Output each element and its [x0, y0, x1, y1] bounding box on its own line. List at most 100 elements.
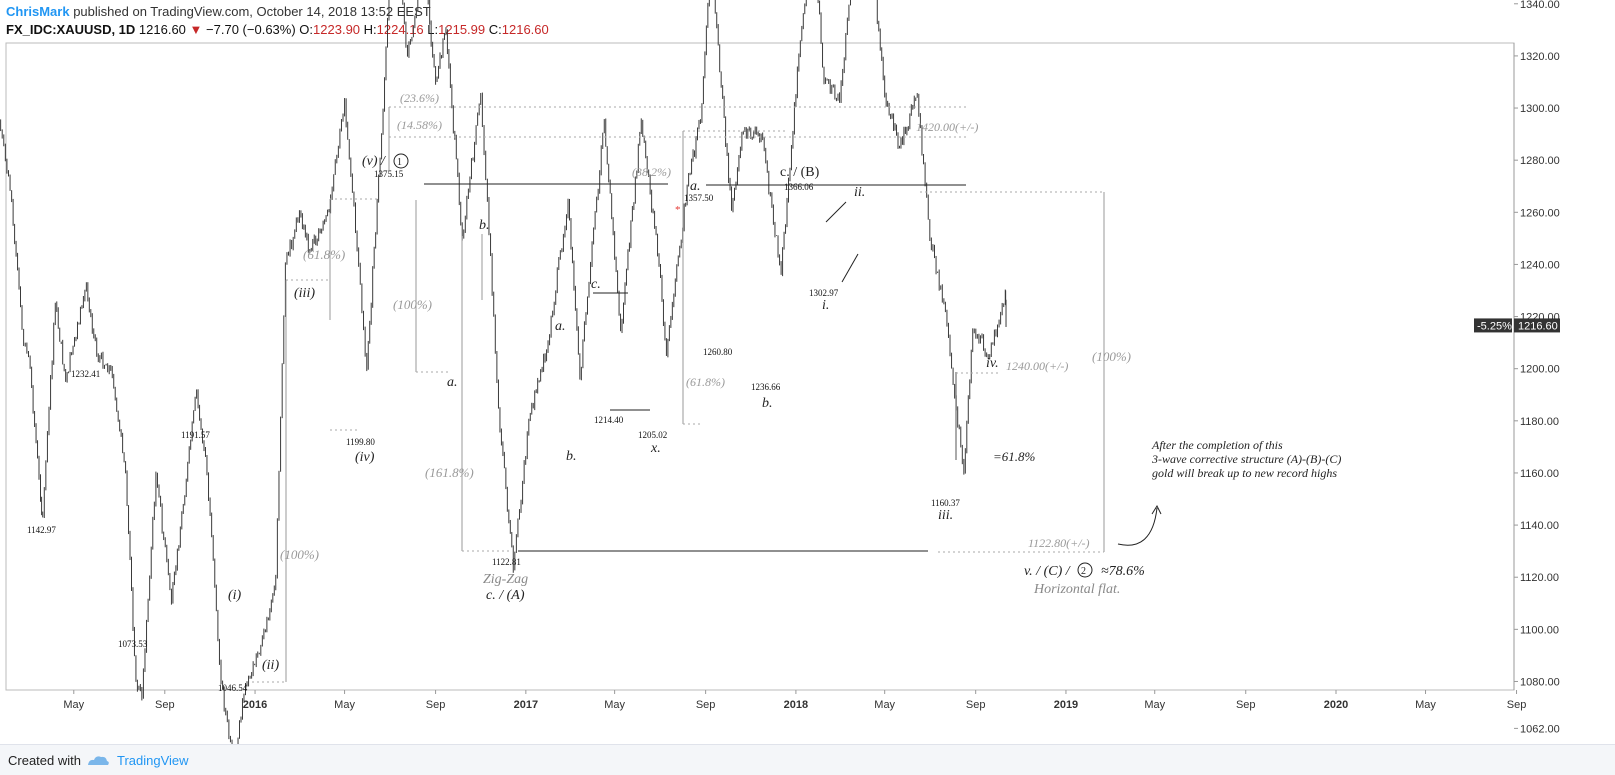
fib-label-382: (38.2%) — [632, 165, 671, 179]
wave-label-iii: (iii) — [294, 286, 315, 301]
author-link[interactable]: ChrisMark — [6, 4, 70, 19]
footer-bar: Created with TradingView — [0, 744, 1615, 775]
price-label: 1160.37 — [931, 498, 960, 508]
down-arrow-icon: ▼ — [189, 22, 203, 37]
level-label-1122: 1122.80(+/-) — [1028, 536, 1090, 550]
y-tick-label: 1260.00 — [1520, 207, 1560, 219]
x-tick-label: 2017 — [514, 699, 538, 711]
fib-label-618-left: (61.8%) — [303, 247, 345, 262]
drawing-lines: * — [252, 106, 1162, 683]
wave-label-a2: a. — [555, 319, 566, 334]
wave-label-i-minor: i. — [822, 298, 829, 313]
flat-label: Horizontal flat. — [1033, 582, 1120, 597]
symbol-label[interactable]: FX_IDC:XAUUSD, 1D — [6, 22, 136, 37]
x-tick-label: Sep — [155, 699, 175, 711]
wave-label-786: ≈78.6% — [1101, 564, 1145, 579]
price-axis[interactable]: 1046.001062.001080.001100.001120.001140.… — [1514, 0, 1560, 744]
x-tick-label: May — [874, 699, 895, 711]
open-value: 1223.90 — [313, 22, 361, 37]
fib-label-236: (23.6%) — [400, 91, 439, 105]
wave-label-b3: b. — [762, 396, 773, 411]
price-label: 1232.41 — [71, 369, 100, 379]
x-tick-label: 2019 — [1054, 699, 1078, 711]
x-tick-label: May — [334, 699, 355, 711]
price-label: 1302.97 — [809, 288, 839, 298]
low-value: 1215.99 — [438, 22, 486, 37]
high-value: 1224.16 — [376, 22, 424, 37]
tradingview-link[interactable]: TradingView — [117, 753, 189, 768]
y-tick-label: 1320.00 — [1520, 51, 1560, 63]
x-tick-label: Sep — [696, 699, 716, 711]
open-label: O: — [299, 22, 314, 37]
wave-label-ii: (ii) — [262, 658, 279, 673]
y-tick-label: 1062.00 — [1520, 723, 1560, 735]
x-tick-label: Sep — [1236, 699, 1256, 711]
y-tick-label: 1140.00 — [1520, 520, 1559, 532]
plot-area[interactable] — [5, 42, 1515, 691]
price-label: 1073.53 — [118, 639, 148, 649]
x-tick-label: 2016 — [243, 699, 267, 711]
level-label-1240: 1240.00(+/-) — [1006, 359, 1068, 373]
x-tick-label: Sep — [1507, 699, 1527, 711]
fib-label-618-right: =61.8% — [993, 449, 1036, 464]
circle-2 — [1077, 562, 1093, 578]
wave-label-a3: a. — [690, 179, 701, 194]
x-tick-label: Sep — [426, 699, 446, 711]
wave-label-iv-minor: iv. — [986, 356, 999, 371]
price-label: 1199.80 — [346, 437, 375, 447]
price-label: 1375.15 — [374, 169, 404, 179]
fib-label-100-left: (100%) — [280, 547, 319, 562]
ohlc-legend: FX_IDC:XAUUSD, 1D 1216.60 ▼ −7.70 (−0.63… — [6, 22, 549, 37]
badge-value: 1216.60 — [1518, 320, 1558, 332]
trend-line-ii — [825, 201, 847, 223]
y-tick-label: 1180.00 — [1520, 416, 1559, 428]
fib-label-1618: (161.8%) — [425, 465, 474, 480]
price-label: 1357.50 — [684, 193, 714, 203]
wave-label-a1: a. — [447, 375, 458, 390]
price-label: 1214.40 — [594, 415, 624, 425]
y-tick-label: 1200.00 — [1520, 364, 1560, 376]
y-tick-label: 1300.00 — [1520, 103, 1560, 115]
y-tick-label: 1080.00 — [1520, 676, 1560, 688]
note-line-3: gold will break up to new record highs — [1152, 466, 1337, 480]
x-tick-label: May — [1415, 699, 1436, 711]
high-label: H: — [363, 22, 377, 37]
time-axis[interactable]: May Sep 2016 May Sep 2017 May Sep 2018 May Sep 2019… — [63, 690, 1526, 711]
publish-info: ChrisMark published on TradingView.com, … — [6, 4, 431, 19]
fib-label-100-right: (100%) — [1092, 349, 1131, 364]
price-chart[interactable]: 1046.001062.001080.001100.001120.001140.… — [0, 0, 1615, 744]
price-labels: 1142.97 1232.41 1073.53 1191.57 1046.54 … — [27, 169, 960, 693]
wave-label-ii-minor: ii. — [854, 185, 865, 200]
x-tick-label: May — [604, 699, 625, 711]
note-line-1: After the completion of this — [1151, 438, 1283, 452]
x-tick-label: May — [1144, 699, 1165, 711]
fib-label-618-mid: (61.8%) — [686, 375, 725, 389]
circle-1 — [393, 153, 409, 169]
created-with-label: Created with — [8, 753, 81, 768]
price-label: 1366.06 — [784, 182, 814, 192]
circle-2-label: 2 — [1081, 566, 1086, 577]
y-tick-label: 1280.00 — [1520, 155, 1560, 167]
wave-label-c2: c. — [591, 277, 601, 292]
arrow-up-icon — [1151, 504, 1162, 515]
current-price-badge: -5.25% 1216.60 — [1474, 318, 1560, 333]
price-label: 1260.80 — [703, 347, 733, 357]
wave-label-x: x. — [650, 441, 661, 456]
wave-label-iv: (iv) — [355, 450, 375, 465]
wave-label-cB: c. / (B) — [780, 165, 820, 180]
price-label: 1046.54 — [218, 683, 248, 693]
y-tick-label: 1120.00 — [1520, 572, 1559, 584]
curve-arrow — [1117, 507, 1158, 546]
forecast-note: After the completion of this 3-wave corr… — [1151, 438, 1341, 480]
publish-text: published on TradingView.com, October 14… — [73, 4, 431, 19]
fib-label-100-mid: (100%) — [393, 297, 432, 312]
level-label-1420: 1420.00(+/-) — [916, 120, 978, 134]
fib-label-1458: (14.58%) — [397, 118, 442, 132]
note-line-2: 3-wave corrective structure (A)-(B)-(C) — [1151, 452, 1341, 466]
price-label: 1191.57 — [181, 430, 210, 440]
price-change: −7.70 (−0.63%) — [206, 22, 296, 37]
price-label: 1205.02 — [638, 430, 667, 440]
tradingview-logo-icon[interactable] — [86, 754, 110, 768]
wave-label-b2: b. — [566, 449, 577, 464]
close-value: 1216.60 — [501, 22, 549, 37]
